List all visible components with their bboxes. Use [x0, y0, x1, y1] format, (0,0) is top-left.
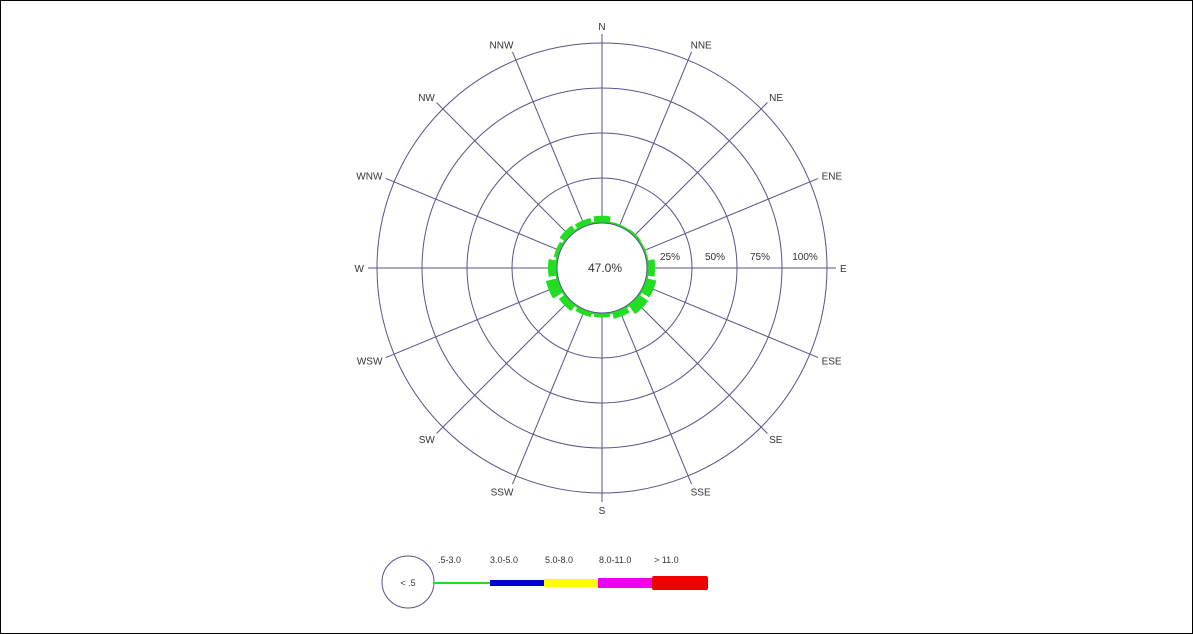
ring-label-4: 100% — [792, 252, 818, 263]
legend-bin-0-label: .5-3.0 — [438, 555, 461, 565]
direction-label-w: W — [355, 264, 365, 275]
direction-label-sw: SW — [419, 435, 436, 446]
direction-label-nw: NW — [418, 93, 435, 104]
direction-label-wsw: WSW — [357, 357, 383, 368]
bar-nw — [559, 225, 576, 242]
speed-legend: < .5 .5-3.0 3.0-5.0 5.0-8.0 8.0-11.0 > 1… — [381, 555, 708, 609]
spoke-sw — [436, 299, 571, 434]
ring-label-2: 50% — [705, 252, 725, 263]
spoke-se — [633, 299, 768, 434]
ring-labels: 25% 50% 75% 100% — [660, 252, 818, 263]
calm-circle — [556, 222, 648, 314]
legend-bin-3-label: 8.0-11.0 — [599, 555, 631, 565]
spoke-wnw — [385, 177, 561, 252]
spoke-nw — [436, 102, 571, 237]
direction-label-ssw: SSW — [491, 488, 514, 499]
direction-label-n: N — [598, 22, 605, 33]
direction-label-sse: SSE — [691, 488, 711, 499]
legend-bin-1-label: 3.0-5.0 — [490, 555, 518, 565]
bar-se — [628, 294, 649, 315]
spoke-ne — [633, 102, 768, 237]
legend-bin-2-bar — [544, 579, 598, 587]
direction-labels: N NNE NE ENE E ESE SE SSE S SSW SW WSW W WNW NW NNW — [355, 22, 847, 517]
direction-label-se: SE — [769, 435, 783, 446]
spoke-nne — [618, 51, 693, 227]
bar-nnw — [574, 218, 592, 230]
direction-label-ene: ENE — [822, 171, 843, 182]
direction-label-e: E — [840, 264, 847, 275]
ring-label-1: 25% — [660, 252, 680, 263]
legend-calm-label: < .5 — [400, 578, 415, 588]
bar-sse — [612, 306, 630, 319]
legend-bin-4-bar — [652, 576, 708, 590]
spoke-sse — [618, 309, 693, 485]
bar-sw — [558, 294, 576, 312]
legend-bin-2-label: 5.0-8.0 — [545, 555, 573, 565]
legend-bin-4-label: > 11.0 — [654, 555, 679, 565]
spoke-wsw — [385, 284, 561, 359]
direction-label-ne: NE — [769, 93, 783, 104]
legend-bin-1-bar — [490, 580, 544, 586]
spoke-ssw — [511, 309, 586, 485]
direction-label-wnw: WNW — [356, 171, 383, 182]
calm-band — [555, 221, 649, 315]
spoke-ene — [643, 177, 819, 252]
calm-percent-label: 47.0% — [588, 261, 622, 275]
bar-w — [548, 259, 558, 277]
spoke-nnw — [511, 51, 586, 227]
direction-label-nne: NNE — [691, 40, 712, 51]
spoke-ese — [643, 284, 819, 359]
legend-bin-3-bar — [598, 578, 652, 588]
direction-label-ese: ESE — [822, 357, 842, 368]
ring-label-3: 75% — [750, 252, 770, 263]
direction-label-s: S — [599, 506, 606, 517]
direction-spokes — [368, 34, 836, 502]
direction-label-nnw: NNW — [490, 40, 514, 51]
